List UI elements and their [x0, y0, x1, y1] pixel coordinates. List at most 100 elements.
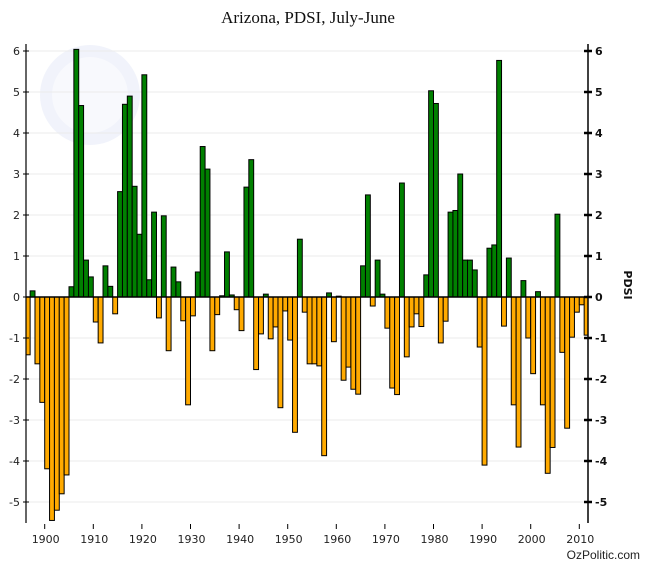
- x-tick-label: 1930: [178, 533, 206, 546]
- bar-1913: [107, 285, 114, 298]
- bar-1898: [34, 296, 41, 365]
- bar-1904: [63, 296, 70, 476]
- bar-1949: [282, 296, 289, 312]
- bar-1907: [78, 105, 85, 298]
- bar-2010: [578, 296, 585, 306]
- bar-1946: [267, 296, 274, 340]
- bar-2003: [544, 296, 551, 474]
- bar-1927: [175, 281, 182, 298]
- bar-2004: [549, 296, 556, 448]
- bar-1941: [243, 186, 250, 298]
- bar-1983: [447, 211, 454, 298]
- bar-1915: [117, 191, 123, 298]
- left-y-tick-label: -4: [9, 455, 20, 468]
- bar-1911: [97, 296, 104, 344]
- bar-1899: [39, 296, 46, 403]
- bar-1979: [428, 90, 435, 298]
- bar-1987: [467, 259, 473, 298]
- bar-1897: [29, 290, 36, 298]
- bar-1981: [437, 296, 444, 344]
- bar-1965: [360, 265, 366, 298]
- bar-1931: [194, 271, 201, 298]
- bar-1929: [185, 296, 191, 406]
- bar-1964: [355, 296, 362, 395]
- bar-1916: [121, 103, 128, 298]
- bar-1959: [330, 296, 337, 343]
- x-tick-label: 1980: [421, 533, 449, 546]
- x-tick-label: 1990: [469, 533, 497, 546]
- bar-1980: [433, 102, 439, 298]
- bar-1988: [471, 269, 478, 298]
- right-y-tick-label: 4: [595, 127, 603, 140]
- left-y-tick-label: -5: [9, 496, 20, 509]
- bar-1903: [58, 296, 65, 495]
- bar-1955: [311, 296, 318, 365]
- bar-2001: [535, 291, 541, 298]
- bar-1967: [369, 296, 376, 307]
- bar-1924: [160, 215, 167, 298]
- bar-1997: [515, 296, 522, 448]
- bar-1925: [165, 296, 172, 352]
- x-tick-label: 1920: [129, 533, 157, 546]
- bar-1977: [418, 296, 425, 328]
- bar-1944: [258, 296, 264, 335]
- bar-1982: [442, 296, 449, 322]
- bar-1957: [321, 296, 328, 457]
- bar-1970: [384, 296, 391, 329]
- x-tick-label: 1960: [323, 533, 351, 546]
- y-axis-label: PDSI: [621, 270, 634, 299]
- bar-1906: [73, 48, 80, 298]
- bar-1984: [452, 209, 459, 298]
- bar-1986: [462, 259, 469, 298]
- bar-1942: [248, 159, 255, 298]
- x-tick-label: 2010: [566, 533, 594, 546]
- left-y-tick-label: 6: [13, 45, 20, 58]
- bar-1919: [136, 233, 143, 298]
- bar-1993: [496, 59, 503, 298]
- left-y-tick-label: -3: [9, 414, 20, 427]
- bar-1951: [292, 296, 298, 433]
- bar-2007: [564, 296, 571, 429]
- bar-1902: [53, 296, 60, 511]
- bar-1971: [389, 296, 396, 389]
- bar-1948: [277, 296, 284, 409]
- bar-1989: [476, 296, 483, 348]
- noaa-watermark-logo: [40, 45, 140, 145]
- right-y-tick-label: -3: [595, 414, 607, 427]
- bar-1905: [68, 286, 75, 298]
- bar-2002: [539, 296, 546, 406]
- bar-1910: [92, 296, 99, 323]
- bar-1954: [306, 296, 313, 365]
- left-y-tick-label: 3: [13, 168, 20, 181]
- right-y-tick-label: -4: [595, 455, 608, 468]
- left-y-tick-label: 0: [13, 291, 20, 304]
- bar-1918: [131, 185, 138, 298]
- bar-1930: [190, 296, 196, 317]
- bar-2000: [530, 296, 537, 375]
- left-y-tick-label: 5: [13, 86, 20, 99]
- bar-1972: [394, 296, 400, 396]
- right-y-tick-label: -5: [595, 496, 607, 509]
- bar-1917: [126, 95, 133, 298]
- bar-1950: [287, 296, 294, 341]
- right-y-tick-label: 5: [595, 86, 603, 99]
- right-y-tick-label: 0: [595, 291, 603, 304]
- right-y-tick-label: -1: [595, 332, 607, 345]
- bar-1923: [155, 296, 162, 319]
- bar-1943: [253, 296, 260, 371]
- left-y-tick-label: 4: [13, 127, 20, 140]
- bar-1974: [403, 296, 410, 358]
- left-y-tick-label: 2: [13, 209, 20, 222]
- bar-1901: [49, 296, 55, 521]
- right-y-tick-label: 6: [595, 45, 603, 58]
- bar-1968: [374, 259, 381, 298]
- bar-2006: [559, 296, 566, 353]
- bar-1921: [146, 279, 153, 298]
- bar-1961: [340, 296, 347, 381]
- bar-1933: [204, 168, 211, 298]
- bar-1999: [525, 296, 532, 339]
- right-y-tick-label: -2: [595, 373, 607, 386]
- bar-1908: [83, 259, 89, 298]
- bar-1978: [423, 274, 430, 298]
- right-y-tick-label: 3: [595, 168, 603, 181]
